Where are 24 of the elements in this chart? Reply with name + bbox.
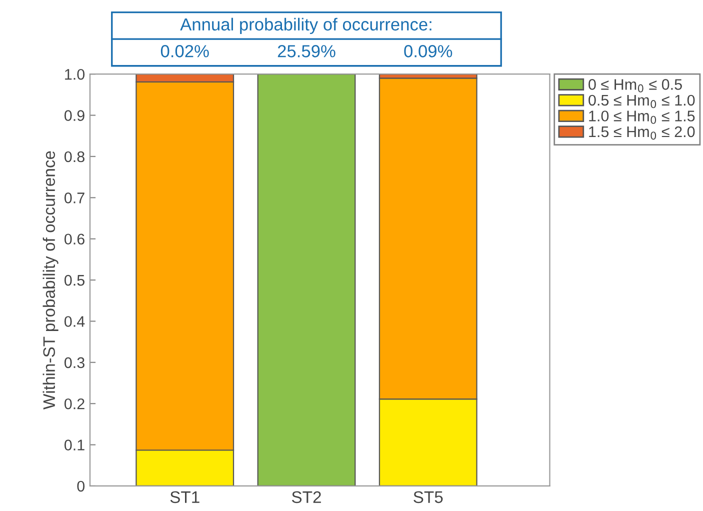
y-tick-label: 0.9 bbox=[64, 110, 84, 121]
x-tick-label: ST5 bbox=[414, 491, 443, 504]
y-tick-label: 0.5 bbox=[64, 274, 84, 286]
y-tick-label: 0.4 bbox=[64, 316, 85, 327]
legend-label: 0 ≤ Hm$_{0}$ ≤ 0.5 bbox=[588, 79, 682, 92]
legend-label: 0.5 ≤ Hm$_{0}$ ≤ 1.0 bbox=[588, 94, 695, 108]
legend-label: 1.5 ≤ Hm$_{0}$ ≤ 2.0 bbox=[589, 126, 695, 140]
y-tick-label: 1.0 bbox=[65, 68, 85, 80]
y-tick-label: 0.8 bbox=[64, 151, 84, 162]
y-tick-label: 0.2 bbox=[64, 398, 84, 410]
x-tick-label: ST1 bbox=[170, 491, 200, 504]
chart-title: Annual probability of occurrence: bbox=[180, 18, 432, 34]
y-tick-label: 0.1 bbox=[64, 440, 84, 450]
y-tick-label: 0.7 bbox=[64, 192, 84, 204]
bar bbox=[257, 74, 356, 486]
y-tick-label: 0.6 bbox=[64, 234, 84, 245]
text: 0.09% bbox=[404, 45, 452, 58]
x-tick-label: ST2 bbox=[292, 491, 321, 504]
text: 25.59% bbox=[278, 45, 336, 58]
legend-label: 1.0 ≤ Hm$_{0}$ ≤ 1.5 bbox=[589, 110, 695, 124]
text: 0.02% bbox=[160, 45, 209, 58]
y-tick-label: 0.3 bbox=[64, 357, 84, 368]
y-tick-label: 0 bbox=[77, 480, 85, 492]
y-axis-title: Within-ST probability of occurrence bbox=[42, 151, 58, 410]
